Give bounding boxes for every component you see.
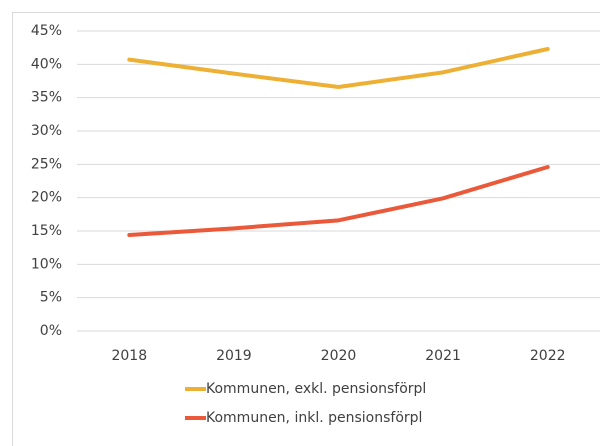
legend-label: Kommunen, exkl. pensionsförpl (206, 381, 426, 397)
series-line (127, 47, 550, 89)
y-tick-label: 15% (31, 223, 62, 239)
x-tick-label: 2020 (321, 348, 357, 364)
x-tick-label: 2018 (111, 348, 147, 364)
y-tick-label: 5% (40, 290, 62, 306)
x-tick-label: 2022 (530, 348, 566, 364)
y-tick-label: 40% (31, 56, 62, 72)
series-line (127, 165, 550, 237)
y-tick-label: 25% (31, 156, 62, 172)
y-tick-label: 20% (31, 190, 62, 206)
y-tick-label: 0% (40, 323, 62, 339)
x-tick-label: 2019 (216, 348, 252, 364)
y-tick-label: 35% (31, 90, 62, 106)
y-tick-label: 30% (31, 123, 62, 139)
y-tick-label: 45% (31, 23, 62, 39)
y-tick-label: 10% (31, 256, 62, 272)
legend-label: Kommunen, inkl. pensionsförpl (206, 410, 422, 426)
x-tick-label: 2021 (425, 348, 461, 364)
